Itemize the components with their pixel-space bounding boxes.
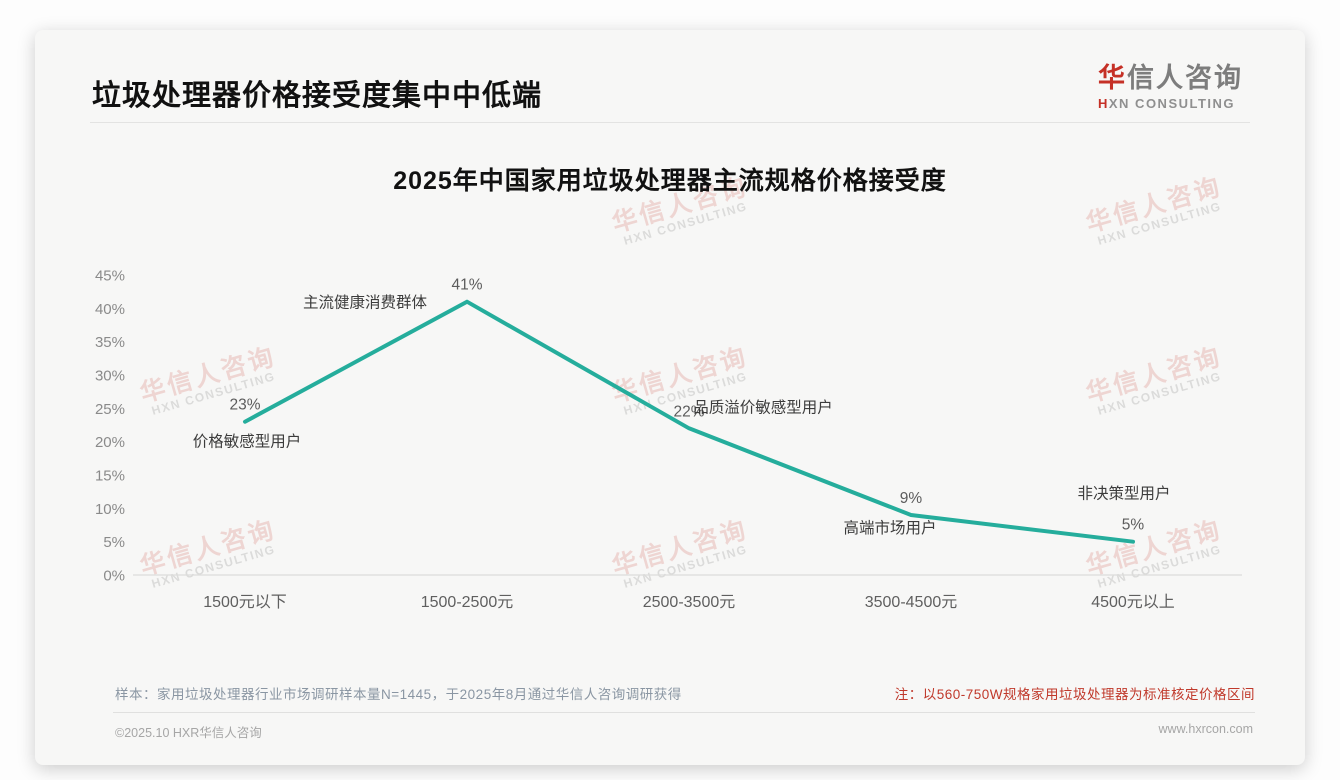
- chart-title: 2025年中国家用垃圾处理器主流规格价格接受度: [393, 167, 947, 195]
- y-tick-label: 35%: [95, 334, 125, 351]
- data-value-label: 22%: [673, 403, 704, 420]
- data-value-label: 5%: [1122, 517, 1145, 534]
- x-category-label: 3500-4500元: [865, 594, 958, 611]
- x-category-label: 2500-3500元: [643, 594, 736, 611]
- y-tick-label: 40%: [95, 301, 125, 318]
- y-tick-label: 0%: [103, 568, 125, 585]
- brand-logo: 华信人咨询 HXN CONSULTING: [1098, 56, 1243, 111]
- x-category-label: 4500元以上: [1091, 593, 1175, 611]
- annotation-label: 品质溢价敏感型用户: [693, 398, 833, 416]
- y-tick-label: 15%: [95, 468, 125, 485]
- brand-logo-zh-rest: 信人咨询: [1127, 63, 1243, 93]
- data-value-label: 41%: [451, 277, 482, 294]
- x-category-label: 1500-2500元: [421, 594, 514, 611]
- annotation-label: 主流健康消费群体: [303, 294, 428, 312]
- brand-logo-en: HXN CONSULTING: [1098, 96, 1236, 111]
- y-tick-label: 20%: [95, 434, 125, 451]
- annotation-label: 价格敏感型用户: [193, 433, 302, 451]
- y-tick-label: 25%: [95, 401, 125, 418]
- standard-note: 注：以560-750W规格家用垃圾处理器为标准核定价格区间: [894, 687, 1255, 702]
- watermark-en: HXN CONSULTING: [622, 199, 750, 249]
- sample-note: 样本：家用垃圾处理器行业市场调研样本量N=1445，于2025年8月通过华信人咨…: [115, 687, 682, 702]
- annotation-label: 非决策型用户: [1077, 485, 1170, 503]
- data-value-label: 9%: [900, 490, 923, 507]
- page-title: 垃圾处理器价格接受度集中中低端: [92, 80, 543, 112]
- data-line: [243, 299, 1135, 544]
- brand-logo-zh: 华信人咨询: [1098, 56, 1243, 95]
- footer-copyright: ©2025.10 HXR华信人咨询: [115, 726, 262, 740]
- data-value-label: 23%: [229, 397, 260, 414]
- annotation-label: 高端市场用户: [843, 519, 936, 537]
- y-tick-label: 30%: [95, 368, 125, 385]
- watermark-en: HXN CONSULTING: [1096, 199, 1224, 249]
- brand-logo-zh-accent: 华: [1098, 63, 1127, 93]
- footer-website: www.hxrcon.com: [1158, 722, 1253, 736]
- line-chart: 0% 5% 10% 15% 20% 25% 30% 35% 40% 45% 1500元以下 1500-…: [95, 268, 1242, 611]
- x-category-label: 1500元以下: [203, 594, 287, 611]
- y-tick-label: 10%: [95, 501, 125, 518]
- title-divider: [90, 122, 1250, 123]
- report-card: 华信人咨询 HXN CONSULTING 华信人咨询 HXN CONSULTING 华信…: [35, 30, 1305, 765]
- y-tick-label: 45%: [95, 268, 125, 285]
- y-tick-label: 5%: [103, 534, 125, 551]
- footer-divider: [113, 712, 1255, 713]
